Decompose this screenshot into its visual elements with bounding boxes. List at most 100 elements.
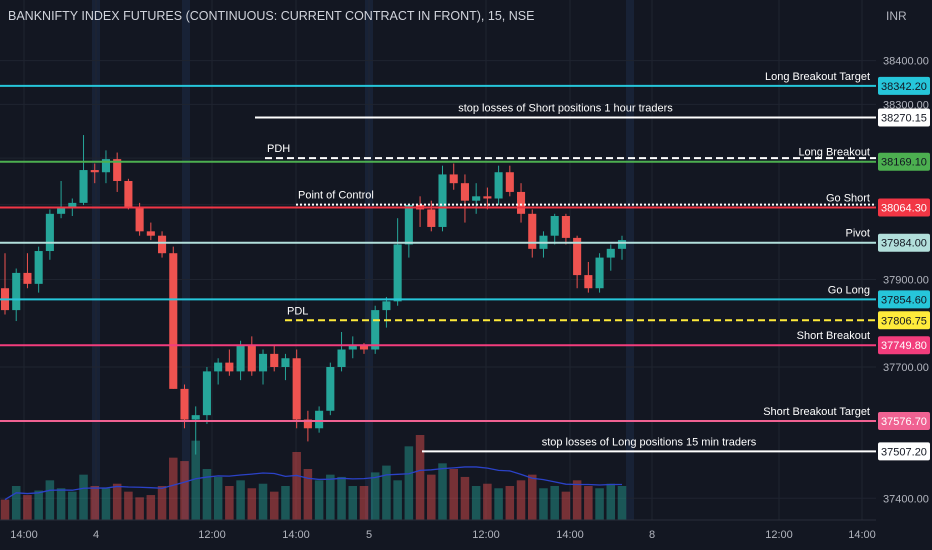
candle-down[interactable] [449, 163, 458, 190]
candle-down[interactable] [505, 165, 514, 197]
candlesticks[interactable] [0, 135, 627, 455]
candle-up[interactable] [202, 367, 211, 424]
level-line[interactable]: Point of Control [296, 190, 876, 206]
candle-up[interactable] [595, 253, 604, 293]
price-label-tag[interactable]: 37854.60 [878, 290, 930, 309]
candle-down[interactable] [483, 187, 492, 210]
volume-bar [247, 488, 257, 520]
candle-up[interactable] [438, 165, 447, 232]
candle-down[interactable] [90, 163, 99, 184]
volume-bar [191, 440, 200, 520]
candle-down[interactable] [146, 222, 155, 241]
volume-bar [281, 486, 290, 520]
candle-down[interactable] [561, 213, 570, 245]
candle-up[interactable] [34, 246, 43, 293]
candle-down[interactable] [169, 246, 178, 389]
candle-up[interactable] [191, 406, 200, 455]
candle-up[interactable] [12, 268, 21, 322]
volume-bar [124, 491, 133, 520]
volume-bar [180, 461, 189, 520]
volume-bar [460, 476, 470, 520]
volume-bar [45, 480, 55, 520]
candle-down[interactable] [270, 345, 279, 372]
candle-up[interactable] [315, 406, 324, 433]
candle-up[interactable] [258, 349, 268, 385]
level-line[interactable]: Go Long [0, 284, 876, 301]
level-label: Long Breakout Target [765, 71, 870, 83]
candle-body [57, 207, 66, 214]
candle-up[interactable] [404, 205, 413, 258]
candle-up[interactable] [326, 362, 335, 416]
candle-down[interactable] [292, 349, 301, 429]
volume-bar [359, 486, 369, 520]
candle-down[interactable] [124, 178, 133, 210]
candle-down[interactable] [584, 261, 593, 293]
price-label-tag[interactable]: 38342.20 [878, 76, 930, 95]
volume-bar [292, 452, 301, 520]
candle-down[interactable] [247, 336, 256, 376]
price-label-tag[interactable]: 37984.00 [878, 233, 930, 252]
candle-down[interactable] [516, 183, 526, 223]
candle-up[interactable] [57, 180, 66, 219]
candle-body [180, 388, 189, 420]
time-axis[interactable]: 14:00 4 12:00 14:00 5 12:00 14:00 8 12:00 14:00 [0, 519, 876, 541]
level-lines[interactable]: Long Breakout Target stop losses of Short… [0, 71, 876, 453]
candle-up[interactable] [337, 331, 346, 372]
candle-up[interactable] [214, 358, 223, 385]
candle-down[interactable] [528, 209, 537, 258]
candle-up[interactable] [393, 218, 402, 306]
candle-body [101, 159, 111, 173]
candle-down[interactable] [427, 200, 436, 232]
candle-up[interactable] [79, 135, 88, 206]
level-line[interactable]: Short Breakout [0, 330, 876, 347]
price-tag-background [878, 152, 930, 171]
candle-up[interactable] [236, 340, 245, 381]
price-label-tag[interactable]: 37507.20 [878, 442, 930, 461]
chart-title: BANKNIFTY INDEX FUTURES (CONTINUOUS: CUR… [8, 9, 534, 23]
candle-down[interactable] [573, 235, 582, 289]
level-line[interactable]: Long Breakout Target [0, 71, 876, 87]
level-line[interactable]: stop losses of Long positions 15 min tra… [422, 436, 876, 453]
price-axis[interactable]: 38400.0038300.0038177.3038071.1537983.20… [876, 0, 932, 550]
price-label-tag[interactable]: 37806.75 [878, 311, 930, 330]
candle-up[interactable] [550, 213, 559, 245]
time-tick-label: 14:00 [848, 529, 876, 541]
level-line[interactable]: PDH [265, 143, 876, 160]
volume-bar [595, 488, 604, 520]
candle-up[interactable] [348, 336, 357, 359]
candle-up[interactable] [606, 244, 615, 271]
candle-up[interactable] [617, 235, 627, 260]
candle-down[interactable] [113, 152, 122, 192]
price-label-tag[interactable]: 37749.80 [878, 336, 930, 355]
level-line[interactable]: Short Breakout Target [0, 406, 876, 422]
candle-up[interactable] [45, 209, 54, 260]
candle-up[interactable] [281, 353, 290, 381]
price-label-tag[interactable]: 38169.10 [878, 152, 930, 171]
time-tick-label: 12:00 [765, 529, 793, 541]
price-label-tag[interactable]: 38064.30 [878, 198, 930, 217]
candle-up[interactable] [371, 305, 380, 354]
candle-body [561, 216, 570, 238]
candle-body [348, 345, 357, 350]
level-line[interactable]: PDL [285, 305, 876, 322]
candle-down[interactable] [460, 174, 469, 223]
level-line[interactable]: Long Breakout [0, 147, 876, 163]
candle-down[interactable] [303, 410, 312, 442]
candle-up[interactable] [382, 296, 391, 328]
volume-bar [90, 486, 100, 520]
price-tick-label: 38300.00 [883, 99, 929, 111]
candle-down[interactable] [158, 231, 167, 258]
level-line[interactable]: Go Short [0, 193, 876, 209]
candle-body [90, 170, 99, 173]
price-label-tag[interactable]: 37576.70 [878, 411, 930, 430]
price-label-tag[interactable]: 38270.15 [878, 108, 930, 127]
candle-up[interactable] [101, 150, 111, 184]
level-line[interactable]: stop losses of Short positions 1 hour tr… [255, 102, 876, 119]
candle-down[interactable] [225, 349, 234, 376]
volume-bar [550, 486, 559, 520]
candle-up[interactable] [472, 183, 481, 214]
level-line[interactable]: Pivot [0, 228, 876, 244]
candle-down[interactable] [23, 253, 32, 289]
candle-up[interactable] [494, 165, 503, 206]
